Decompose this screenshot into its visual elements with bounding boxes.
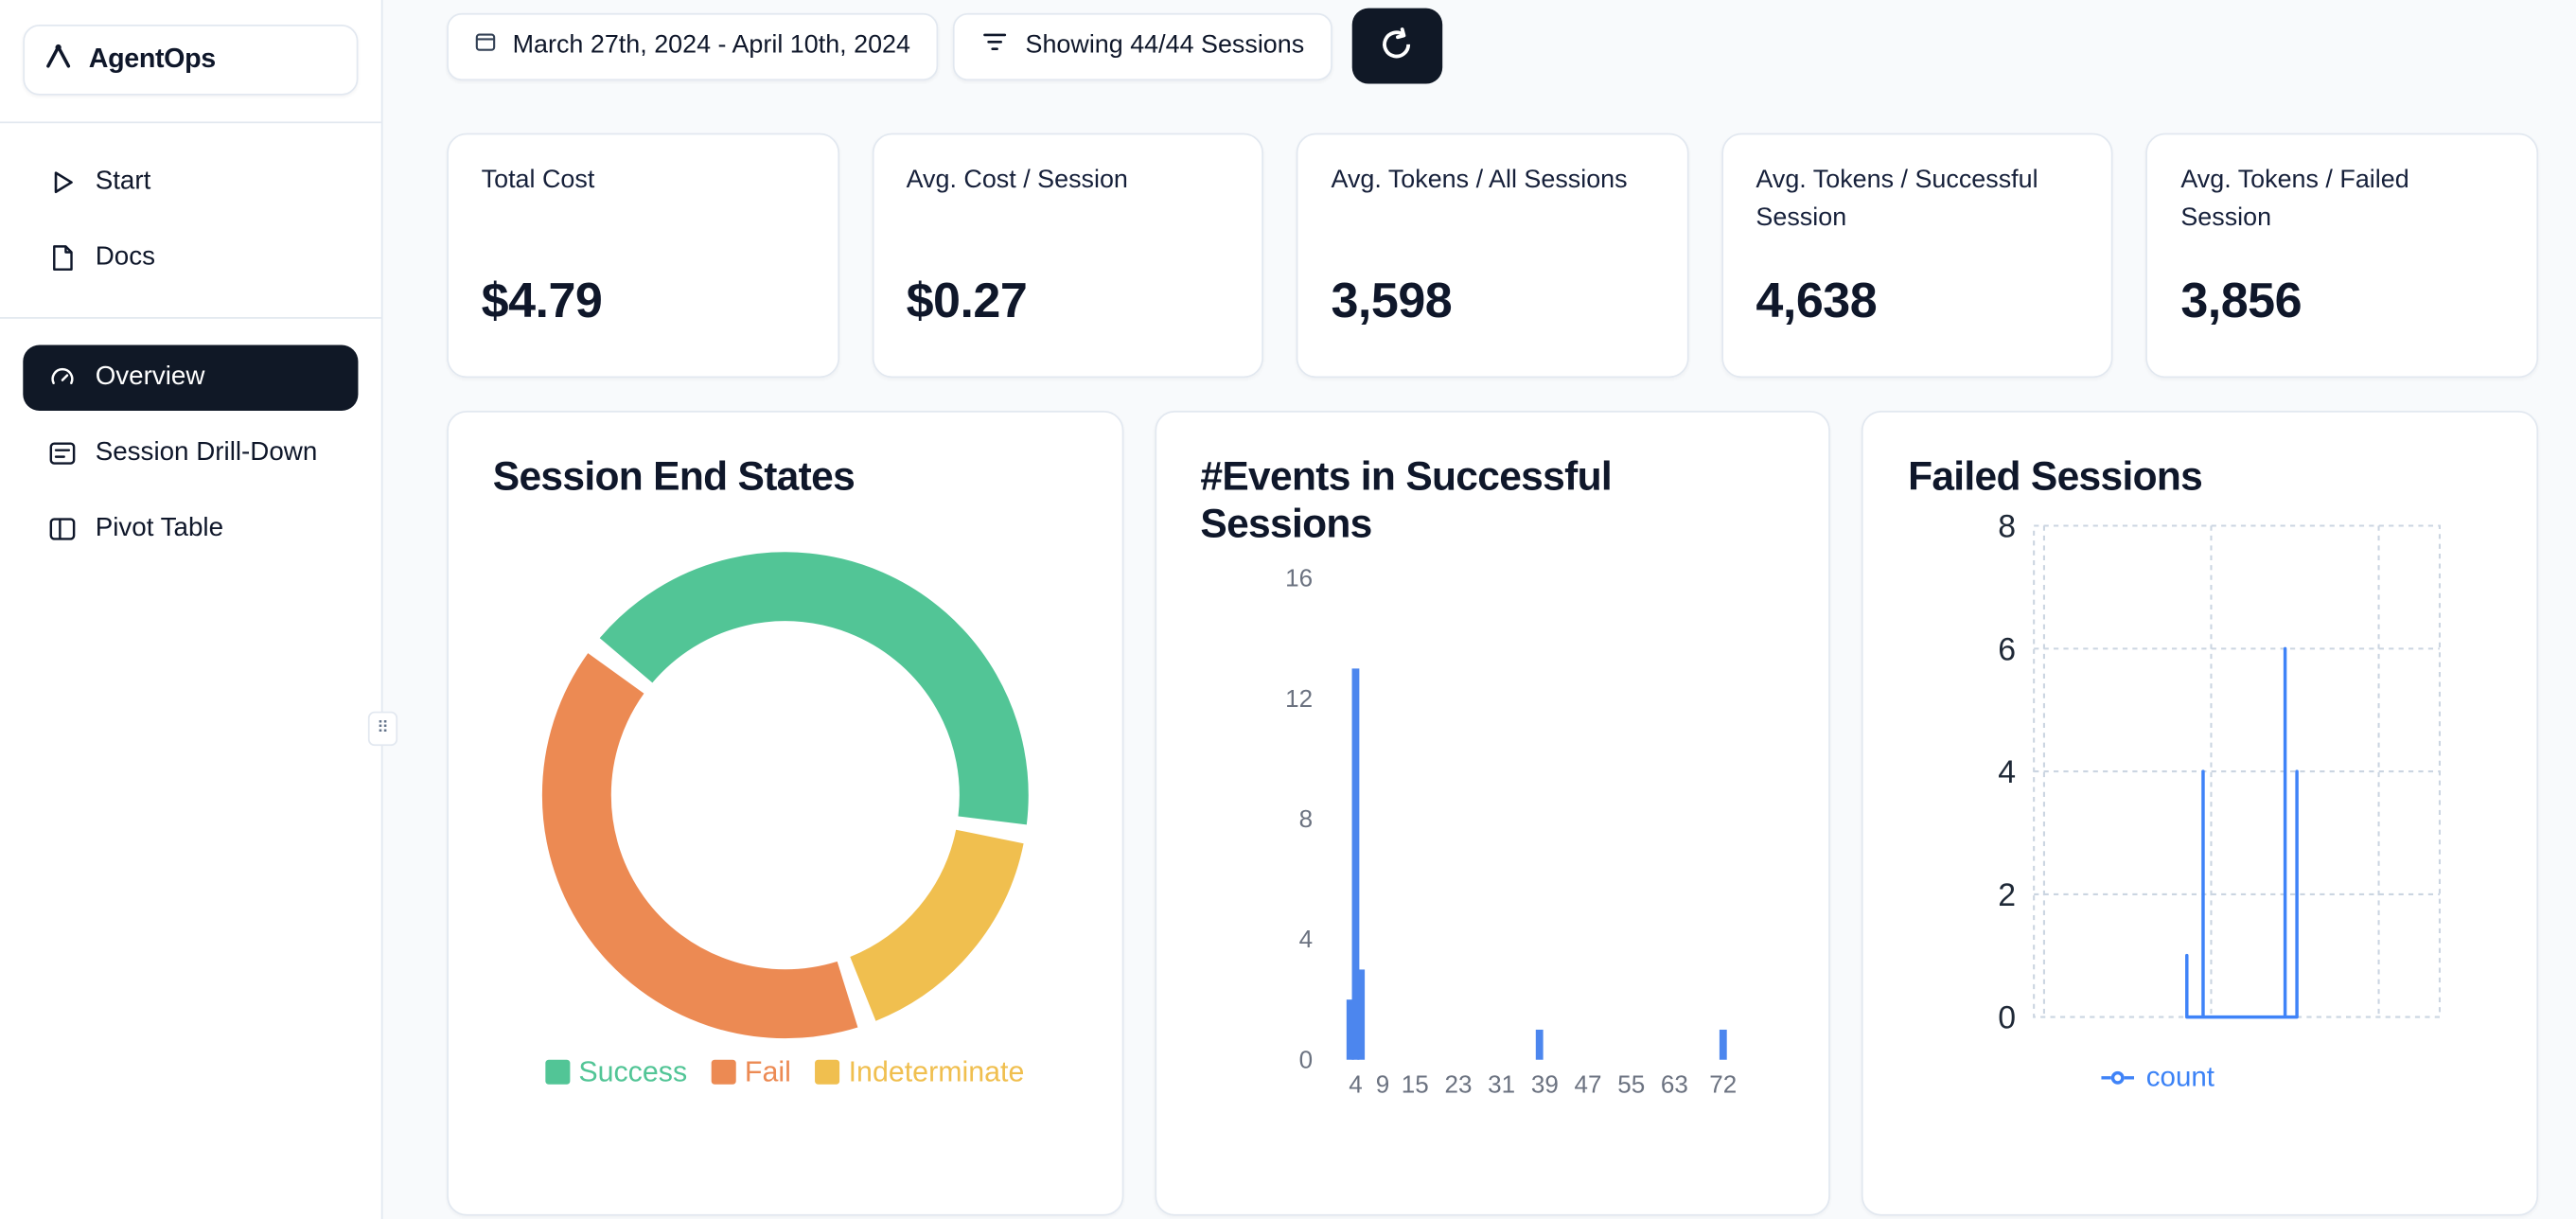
sidebar-divider [0,121,381,124]
line-legend-label: count [2145,1060,2214,1092]
play-icon [47,168,77,197]
svg-text:0: 0 [1298,1046,1312,1074]
stat-card-avg-tokens-all: Avg. Tokens / All Sessions 3,598 [1297,132,1689,379]
svg-text:47: 47 [1574,1070,1601,1099]
refresh-icon [1379,26,1415,66]
sidebar-resize-handle[interactable]: ⠿ [367,711,398,747]
sidebar-item-session-drill-down[interactable]: Session Drill-Down [23,420,358,486]
chart-title: #Events in Successful Sessions [1200,454,1612,547]
stat-card-avg-tokens-failed: Avg. Tokens / Failed Session 3,856 [2145,132,2539,379]
svg-text:23: 23 [1444,1070,1472,1099]
document-icon [47,243,77,273]
session-list-icon [47,439,77,468]
events-histogram-card: #Events in Successful Sessions 0 4 8 12 16 4 9… [1154,411,1831,1216]
stat-label: Avg. Tokens / Failed Session [2180,166,2409,232]
sidebar-item-label: Docs [95,242,155,272]
stat-card-avg-cost-session: Avg. Cost / Session $0.27 [872,132,1264,379]
legend-swatch [545,1059,571,1085]
legend-item-fail: Fail [712,1054,791,1088]
stat-card-avg-tokens-successful: Avg. Tokens / Successful Session 4,638 [1720,132,2114,379]
svg-text:63: 63 [1660,1070,1687,1099]
svg-text:15: 15 [1401,1070,1428,1099]
stat-card-total-cost: Total Cost $4.79 [447,132,839,379]
date-range-button[interactable]: March 27th, 2024 - April 10th, 2024 [447,12,939,80]
legend-swatch [712,1059,737,1085]
stat-value: 3,598 [1331,274,1453,329]
main-content: March 27th, 2024 - April 10th, 2024 Show… [382,0,2576,1219]
calendar-icon [475,31,497,61]
svg-text:4: 4 [1349,1070,1362,1099]
sidebar-item-start[interactable]: Start [23,150,358,215]
agentops-logo-icon [43,41,74,79]
stat-value: $0.27 [906,274,1028,329]
sidebar-item-label: Pivot Table [95,514,224,542]
sidebar-nav: Start Docs Overview Session Drill-Down [0,150,381,562]
svg-text:55: 55 [1617,1070,1645,1099]
sidebar-item-docs[interactable]: Docs [23,225,358,291]
sessions-filter-button[interactable]: Showing 44/44 Sessions [953,12,1332,80]
filter-icon [981,28,1010,64]
svg-text:4: 4 [1298,926,1312,954]
failed-sessions-card: Failed Sessions 0 2 4 6 8 count [1861,411,2539,1216]
donut-legend: Success Fail Indeterminate [493,1054,1077,1088]
legend-label: Fail [744,1053,791,1087]
session-end-states-card: Session End States Success Fail [447,411,1123,1216]
refresh-button[interactable] [1351,8,1443,84]
svg-text:9: 9 [1375,1070,1388,1099]
gauge-icon [47,363,77,393]
chart-title: Session End States [492,454,856,500]
svg-text:4: 4 [1999,754,2017,790]
line-series-icon [2101,1061,2135,1094]
svg-text:12: 12 [1284,684,1312,713]
stat-value: $4.79 [481,274,603,329]
stat-value: 3,856 [2180,274,2303,329]
table-columns-icon [47,514,77,543]
sidebar-item-label: Session Drill-Down [95,438,318,468]
svg-text:8: 8 [1298,805,1312,834]
donut-chart [493,548,1077,1041]
svg-text:6: 6 [1999,631,2017,667]
stat-label: Avg. Tokens / Successful Session [1756,166,2038,232]
sidebar: AgentOps Start Docs Overview [0,0,383,1219]
svg-text:16: 16 [1284,564,1312,592]
svg-text:0: 0 [1999,999,2017,1034]
stats-row: Total Cost $4.79 Avg. Cost / Session $0.… [447,132,2539,379]
chart-title: Failed Sessions [1908,454,2203,500]
svg-text:8: 8 [1999,509,2017,545]
date-range-label: March 27th, 2024 - April 10th, 2024 [512,30,910,60]
stat-label: Avg. Tokens / All Sessions [1331,166,1628,194]
sessions-filter-label: Showing 44/44 Sessions [1025,30,1305,60]
failed-sessions-line-chart: 0 2 4 6 8 [1999,509,2442,1034]
legend-item-indeterminate: Indeterminate [815,1053,1025,1088]
brand-logo-box[interactable]: AgentOps [23,25,359,96]
legend-label: Indeterminate [848,1053,1025,1087]
charts-row: Session End States Success Fail [447,411,2539,1216]
stat-value: 4,638 [1756,274,1878,329]
topbar: March 27th, 2024 - April 10th, 2024 Show… [447,8,2538,84]
sidebar-item-pivot-table[interactable]: Pivot Table [23,496,358,561]
brand-name: AgentOps [88,44,216,75]
svg-text:2: 2 [1999,876,2017,912]
sidebar-item-label: Start [95,168,151,196]
legend-swatch [815,1059,840,1085]
stat-label: Total Cost [481,166,595,194]
sidebar-item-label: Overview [95,362,205,392]
legend-label: Success [578,1053,688,1087]
svg-text:72: 72 [1709,1070,1737,1099]
line-legend: count [2101,1060,2493,1094]
donut-svg [541,551,1029,1038]
sidebar-item-overview[interactable]: Overview [23,344,359,411]
svg-text:31: 31 [1488,1070,1515,1099]
legend-item-success: Success [545,1053,688,1088]
stat-label: Avg. Cost / Session [906,166,1128,194]
sidebar-divider [0,317,381,319]
svg-text:39: 39 [1530,1070,1558,1099]
drag-dots-icon: ⠿ [377,719,389,738]
